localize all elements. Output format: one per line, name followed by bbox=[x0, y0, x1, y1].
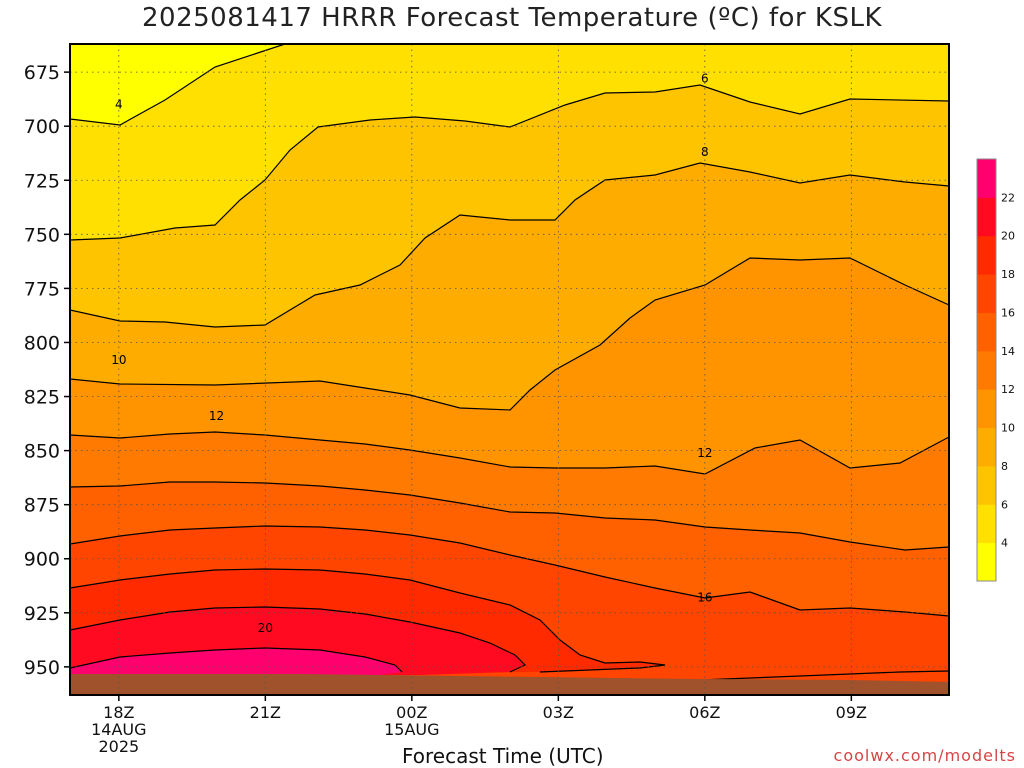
colorbar-swatch bbox=[977, 465, 996, 505]
colorbar-swatch bbox=[977, 350, 996, 390]
plot-area: 4 6 8 10 12 12 16 20 bbox=[70, 44, 949, 695]
chart-title: 2025081417 HRRR Forecast Temperature (ºC… bbox=[142, 3, 882, 33]
contour-label: 16 bbox=[697, 591, 712, 605]
y-tick-label: 800 bbox=[24, 332, 60, 354]
y-tick-label: 700 bbox=[24, 116, 60, 138]
y-tick-label: 675 bbox=[24, 62, 60, 84]
ground-surface bbox=[70, 674, 949, 695]
colorbar-swatch bbox=[977, 197, 996, 237]
contour-lines bbox=[70, 44, 949, 682]
x-axis-label: Forecast Time (UTC) bbox=[402, 744, 604, 768]
colorbar-label: 22 bbox=[1001, 191, 1015, 204]
colorbar-swatch bbox=[977, 274, 996, 313]
contour-label: 12 bbox=[697, 446, 712, 460]
x-tick-label: 21Z bbox=[250, 703, 281, 722]
colorbar-swatch bbox=[977, 542, 996, 582]
colorbar-frame bbox=[976, 158, 997, 582]
colorbar-label: 16 bbox=[1001, 306, 1015, 319]
colorbar-swatch bbox=[977, 235, 996, 275]
contour-label: 10 bbox=[111, 353, 126, 367]
colorbar-swatch bbox=[977, 159, 996, 198]
y-tick-label: 925 bbox=[24, 603, 60, 625]
colorbar-swatch bbox=[977, 312, 996, 352]
credit-link[interactable]: coolwx.com/modelts bbox=[833, 746, 1016, 765]
y-tick-label: 900 bbox=[24, 549, 60, 571]
plot-frame bbox=[69, 43, 950, 696]
contour-label: 6 bbox=[701, 72, 709, 86]
contour-label: 20 bbox=[258, 621, 273, 635]
band-gt22 bbox=[70, 648, 402, 676]
y-tick-label: 850 bbox=[24, 441, 60, 463]
colorbar-label: 20 bbox=[1001, 230, 1015, 243]
y-tick-label: 875 bbox=[24, 495, 60, 517]
colorbar: 4 6 8 10 12 14 16 18 20 22 bbox=[976, 158, 1015, 582]
contour-labels: 4 6 8 10 12 12 16 20 bbox=[111, 72, 712, 635]
y-tick-label: 825 bbox=[24, 387, 60, 409]
colorbar-label: 12 bbox=[1001, 383, 1015, 396]
y-tick-label: 750 bbox=[24, 224, 60, 246]
colorbar-label: 14 bbox=[1001, 345, 1015, 358]
colorbar-label: 4 bbox=[1001, 537, 1008, 550]
colorbar-swatch bbox=[977, 427, 996, 467]
colorbar-label: 8 bbox=[1001, 460, 1008, 473]
colorbar-label: 6 bbox=[1001, 498, 1008, 511]
colorbar-label: 10 bbox=[1001, 422, 1015, 435]
x-tick-label: 09Z bbox=[836, 703, 867, 722]
colorbar-swatch bbox=[977, 389, 996, 429]
x-tick-label: 06Z bbox=[689, 703, 720, 722]
colorbar-swatch bbox=[977, 504, 996, 544]
y-tick-label: 950 bbox=[24, 657, 60, 679]
contour-label: 12 bbox=[209, 409, 224, 423]
y-tick-label: 775 bbox=[24, 278, 60, 300]
x-tick-sublabel: 15AUG bbox=[384, 720, 439, 739]
y-axis: 675 700 725 750 775 800 825 850 875 900 925 950 bbox=[24, 62, 70, 679]
contour-label: 8 bbox=[701, 145, 709, 159]
y-tick-label: 725 bbox=[24, 170, 60, 192]
contour-label: 4 bbox=[115, 98, 123, 112]
x-tick-sublabel: 2025 bbox=[98, 737, 139, 756]
x-tick-label: 18Z bbox=[103, 703, 134, 722]
gridlines bbox=[70, 44, 949, 695]
x-tick-label: 00Z bbox=[396, 703, 427, 722]
colorbar-label: 18 bbox=[1001, 268, 1015, 281]
x-tick-label: 03Z bbox=[543, 703, 574, 722]
x-tick-sublabel: 14AUG bbox=[91, 720, 146, 739]
